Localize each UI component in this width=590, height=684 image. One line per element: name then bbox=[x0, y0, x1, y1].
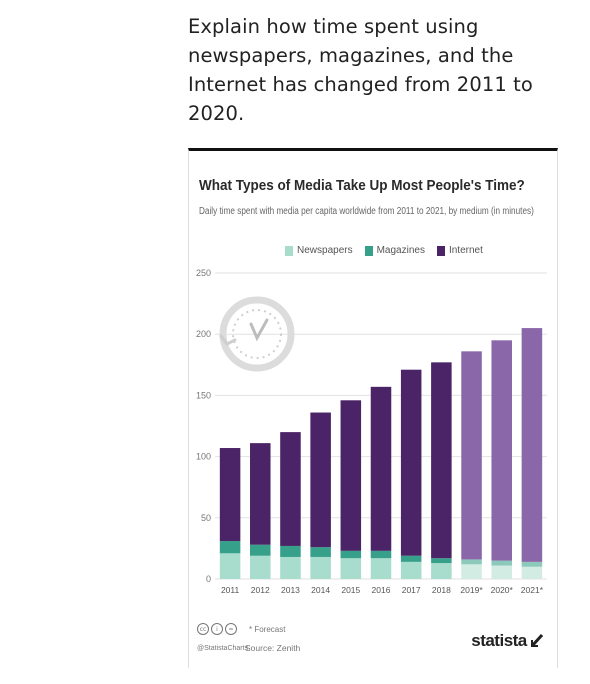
x-tick-label: 2021* bbox=[521, 585, 544, 595]
x-tick-label: 2011 bbox=[221, 585, 240, 595]
bar-magazines-2019 bbox=[461, 559, 482, 565]
legend-item-newspapers: Newspapers bbox=[285, 245, 353, 256]
x-tick-label: 2018 bbox=[432, 585, 451, 595]
bar-magazines-2013 bbox=[280, 545, 301, 557]
y-axis: 0 50 100 150 200 250 bbox=[196, 268, 211, 584]
bar-magazines-2018 bbox=[431, 558, 452, 564]
bar-internet-2021 bbox=[521, 328, 543, 562]
clock-icon bbox=[219, 296, 295, 372]
statista-logo-icon: statista bbox=[471, 631, 544, 651]
bar-internet-2020 bbox=[491, 340, 512, 561]
y-tick-label: 0 bbox=[206, 574, 211, 584]
bar-newspapers-2017 bbox=[400, 561, 422, 579]
bar-internet-2016 bbox=[370, 386, 392, 551]
bar-magazines-2011 bbox=[219, 541, 241, 554]
creative-commons-icon: cc bbox=[197, 623, 209, 635]
bar-newspapers-2018 bbox=[431, 563, 452, 579]
legend-label-internet: Internet bbox=[448, 245, 483, 256]
y-tick-label: 250 bbox=[196, 268, 211, 278]
bar-magazines-2015 bbox=[340, 550, 362, 559]
bar-internet-2013 bbox=[280, 432, 301, 546]
legend-label-magazines: Magazines bbox=[376, 245, 425, 256]
chart-legend: Newspapers Magazines Internet bbox=[285, 245, 483, 256]
bar-newspapers-2019 bbox=[461, 564, 482, 579]
legend-item-magazines: Magazines bbox=[364, 245, 425, 256]
x-tick-label: 2014 bbox=[311, 585, 330, 595]
bar-newspapers-2011 bbox=[219, 553, 241, 579]
legend-item-internet: Internet bbox=[436, 245, 483, 256]
bar-internet-2017 bbox=[400, 369, 422, 556]
attribution-icon: i bbox=[211, 623, 223, 635]
x-axis: 2011 2012 2013 2014 2015 2016 2017 2018 2019* 202… bbox=[221, 585, 544, 595]
chart-card: What Types of Media Take Up Most People'… bbox=[188, 148, 558, 668]
bar-newspapers-2013 bbox=[280, 556, 301, 579]
no-derivatives-icon: = bbox=[225, 623, 237, 635]
y-tick-label: 100 bbox=[196, 452, 211, 462]
legend-swatch-magazines bbox=[364, 245, 373, 256]
y-tick-label: 50 bbox=[201, 513, 211, 523]
question-text: Explain how time spent using newspapers,… bbox=[188, 15, 533, 125]
bar-internet-2019 bbox=[461, 351, 482, 560]
y-tick-label: 200 bbox=[196, 329, 211, 339]
bar-internet-2012 bbox=[250, 443, 271, 545]
stacked-bar-chart: 0 50 100 150 200 250 2011 2012 2013 2014 2015 2016… bbox=[196, 268, 547, 595]
legend-swatch-newspapers bbox=[285, 245, 293, 256]
bar-newspapers-2012 bbox=[250, 555, 271, 579]
bar-internet-2015 bbox=[340, 400, 362, 551]
bar-newspapers-2014 bbox=[310, 556, 331, 579]
brand-mark-icon bbox=[530, 633, 544, 648]
brand-name: statista bbox=[471, 631, 527, 650]
x-tick-label: 2020* bbox=[491, 585, 514, 595]
bar-magazines-2020 bbox=[491, 560, 512, 566]
bar-newspapers-2021 bbox=[521, 566, 543, 579]
bar-magazines-2012 bbox=[250, 544, 271, 556]
y-tick-label: 150 bbox=[196, 390, 211, 400]
bar-internet-2011 bbox=[219, 448, 241, 542]
bars bbox=[219, 328, 543, 579]
chart-subtitle: Daily time spent with media per capita w… bbox=[199, 206, 534, 217]
legend-swatch-internet bbox=[436, 245, 445, 256]
chart-title: What Types of Media Take Up Most People'… bbox=[199, 177, 525, 194]
bar-internet-2014 bbox=[310, 412, 331, 548]
twitter-handle: @StatistaCharts bbox=[197, 645, 249, 652]
bar-newspapers-2015 bbox=[340, 558, 362, 579]
bar-internet-2018 bbox=[431, 362, 452, 559]
x-tick-label: 2013 bbox=[281, 585, 300, 595]
forecast-note: * Forecast bbox=[249, 625, 286, 634]
x-tick-label: 2019* bbox=[460, 585, 483, 595]
source-note: Source: Zenith bbox=[245, 643, 301, 653]
bar-magazines-2016 bbox=[370, 550, 392, 559]
bar-newspapers-2020 bbox=[491, 565, 512, 579]
license-icons: cc i = bbox=[197, 623, 237, 635]
bar-newspapers-2016 bbox=[370, 558, 392, 579]
x-tick-label: 2016 bbox=[372, 585, 391, 595]
bar-magazines-2021 bbox=[521, 561, 543, 567]
x-tick-label: 2015 bbox=[341, 585, 360, 595]
legend-label-newspapers: Newspapers bbox=[297, 245, 353, 256]
bar-magazines-2014 bbox=[310, 547, 331, 557]
bar-magazines-2017 bbox=[400, 555, 422, 562]
x-tick-label: 2017 bbox=[402, 585, 421, 595]
x-tick-label: 2012 bbox=[251, 585, 270, 595]
